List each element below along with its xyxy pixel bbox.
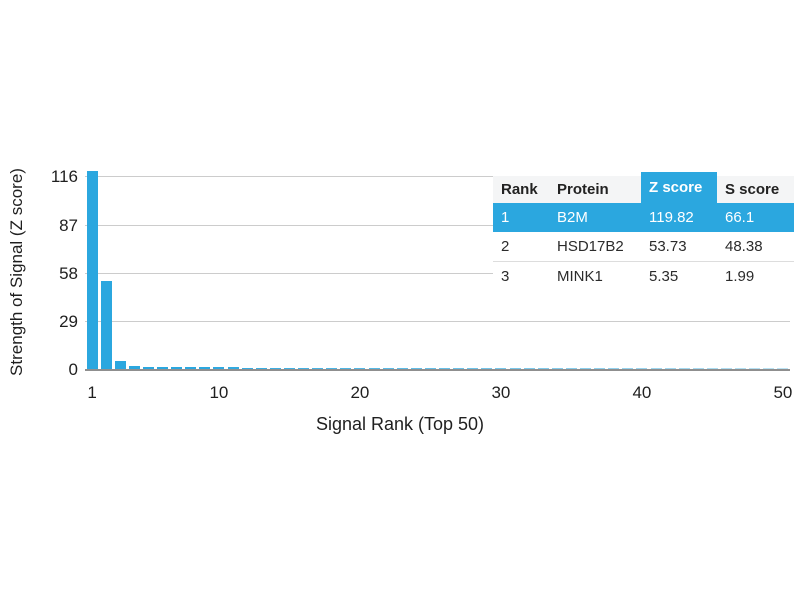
bar-rank-11: [227, 367, 239, 370]
gridline-58: [85, 272, 790, 274]
x-tick-50: 50: [773, 383, 793, 402]
ranking-table: Rank Protein Z score S score 1 B2M 119.82 66.1…: [493, 172, 794, 291]
bar-rank-16: [298, 367, 310, 370]
table-body: 1 B2M 119.82 66.1 2 HSD17B2 53.73 48.38 3 MINK1 5.…: [493, 203, 794, 291]
y-tick-116: 116: [50, 167, 78, 187]
x-tick-10: 10: [209, 383, 229, 402]
table-cell: MINK1: [557, 268, 603, 285]
bar-rank-6: [157, 367, 169, 370]
gridline-116: [85, 176, 790, 178]
table-cell: 53.73: [649, 238, 687, 255]
table-cell: HSD17B2: [557, 238, 624, 255]
table-cell: 3: [501, 268, 510, 285]
plot-area: [85, 160, 790, 371]
bar-rank-20: [354, 367, 366, 370]
table-header-protein: Protein: [557, 181, 609, 198]
bar-rank-7: [171, 367, 183, 370]
table-cell: 66.1: [725, 209, 755, 226]
y-tick-58: 58: [59, 263, 78, 283]
bar-rank-8: [185, 367, 197, 370]
table-cell: 1.99: [725, 268, 755, 285]
table-row-mink1: 3 MINK1 5.35 1.99: [493, 261, 794, 291]
bar-rank-12: [241, 367, 253, 370]
bar-rank-21: [368, 367, 380, 370]
table-row-hsd17b2: 2 HSD17B2 53.73 48.38: [493, 232, 794, 261]
y-axis-label: Strength of Signal (Z score): [7, 168, 26, 376]
x-axis-line: [85, 369, 790, 371]
bar-rank-9: [199, 367, 211, 370]
bar-rank-14: [269, 367, 281, 370]
gridline-29: [85, 320, 790, 322]
bar-rank-24: [410, 367, 422, 370]
table-header-row: Rank Protein Z score S score: [493, 172, 794, 203]
table-cell: B2M: [557, 209, 588, 226]
bar-rank-10: [213, 367, 225, 370]
x-tick-20: 20: [350, 383, 370, 402]
bar-rank-17: [312, 367, 324, 370]
bar-rank-18: [326, 367, 338, 370]
bar-rank-3: [114, 361, 126, 370]
table-header-s-score: S score: [725, 181, 780, 198]
bar-rank-13: [255, 367, 267, 370]
table-header-z-score: Z score: [641, 172, 717, 203]
x-axis-label: Signal Rank (Top 50): [315, 414, 485, 434]
bar-rank-23: [396, 367, 408, 370]
table-cell: 48.38: [725, 238, 763, 255]
bar-rank-19: [340, 367, 352, 370]
bar-rank-1: [86, 171, 98, 370]
table-cell: 2: [501, 238, 510, 255]
table-cell: 5.35: [649, 268, 679, 285]
x-tick-30: 30: [491, 383, 511, 402]
x-tick-40: 40: [632, 383, 652, 402]
bar-rank-4: [128, 366, 140, 370]
bar-rank-15: [283, 367, 295, 370]
bar-rank-5: [142, 366, 154, 370]
bar-rank-2: [100, 280, 112, 370]
bar-rank-22: [382, 367, 394, 370]
table-cell: 119.82: [649, 209, 694, 226]
table-row-b2m: 1 B2M 119.82 66.1: [493, 203, 794, 232]
y-tick-87: 87: [59, 215, 78, 235]
table-header-rank: Rank: [501, 181, 538, 198]
gridline-87: [85, 224, 790, 226]
x-tick-1: 1: [87, 383, 97, 402]
y-tick-29: 29: [59, 311, 78, 331]
table-cell: 1: [501, 209, 510, 226]
y-tick-0: 0: [68, 360, 78, 379]
